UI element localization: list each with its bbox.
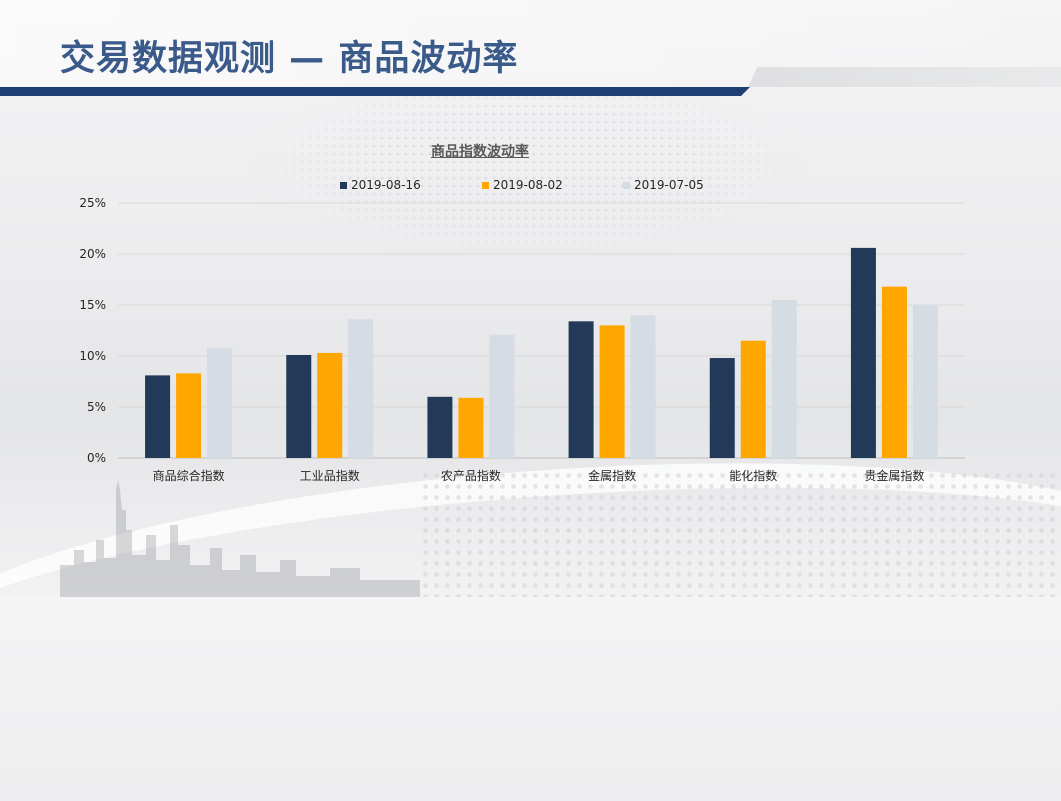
bar bbox=[207, 347, 233, 458]
x-tick-label: 商品综合指数 bbox=[153, 468, 225, 483]
bar bbox=[286, 354, 312, 458]
legend-swatch bbox=[482, 181, 489, 189]
x-tick-label: 工业品指数 bbox=[300, 468, 360, 483]
y-tick-label: 15% bbox=[79, 298, 106, 312]
bar bbox=[317, 352, 343, 458]
y-tick-label: 20% bbox=[79, 247, 106, 261]
legend-label: 2019-07-05 bbox=[634, 178, 704, 192]
bar bbox=[458, 397, 484, 458]
legend-label: 2019-08-16 bbox=[351, 178, 421, 192]
bar bbox=[850, 247, 876, 458]
city-skyline-decoration bbox=[60, 480, 420, 597]
y-tick-label: 10% bbox=[79, 349, 106, 363]
chart-title: 商品指数波动率 bbox=[431, 144, 529, 160]
bar bbox=[709, 358, 735, 458]
y-tick-label: 0% bbox=[87, 451, 106, 465]
y-tick-label: 25% bbox=[79, 196, 106, 210]
bar bbox=[145, 375, 171, 458]
bar bbox=[568, 321, 594, 458]
x-tick-label: 能化指数 bbox=[729, 468, 777, 483]
legend-label: 2019-08-02 bbox=[493, 178, 563, 192]
background-dot-pattern bbox=[420, 470, 1061, 597]
page-title: 交易数据观测 — 商品波动率 bbox=[60, 39, 519, 79]
bar bbox=[912, 305, 938, 458]
legend-swatch bbox=[340, 181, 347, 189]
bar bbox=[630, 315, 656, 458]
bar bbox=[881, 286, 907, 458]
bar bbox=[348, 319, 374, 458]
header-rule-shadow bbox=[748, 67, 1061, 87]
legend-item-series-3: 2019-07-05 bbox=[623, 178, 704, 192]
bar bbox=[771, 299, 797, 458]
bar bbox=[599, 325, 625, 458]
bar bbox=[740, 340, 766, 458]
world-map-background bbox=[250, 70, 810, 260]
bar bbox=[176, 373, 202, 458]
legend-item-series-2: 2019-08-02 bbox=[482, 178, 563, 192]
bar bbox=[489, 334, 515, 458]
y-tick-label: 5% bbox=[87, 400, 106, 414]
x-tick-label: 农产品指数 bbox=[441, 468, 501, 483]
bar bbox=[427, 396, 453, 458]
legend-item-series-1: 2019-08-16 bbox=[340, 178, 421, 192]
bar-chart: 0% 5% 10% 15% 20% 25% 商品综合指数 工业品指数 农产品指数 金属指数 能化指数… bbox=[79, 196, 965, 483]
x-tick-label: 贵金属指数 bbox=[864, 468, 924, 483]
chart-legend: 2019-08-16 2019-08-02 2019-07-05 bbox=[0, 178, 1061, 196]
header-rule bbox=[0, 87, 750, 96]
x-tick-label: 金属指数 bbox=[588, 468, 636, 483]
legend-swatch bbox=[623, 181, 630, 189]
